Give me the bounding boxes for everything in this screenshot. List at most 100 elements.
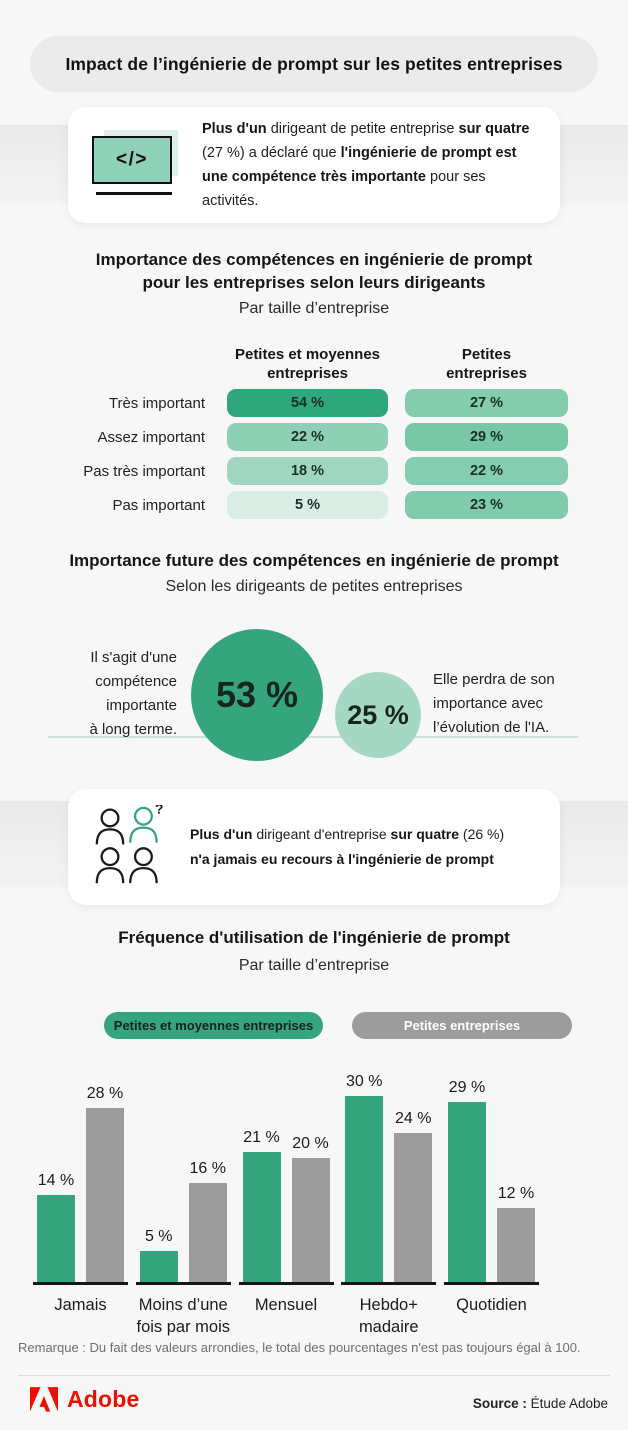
- callout-line: n'a jamais eu recours à l'ingénierie de …: [190, 847, 546, 872]
- table-cell-smb: 22 %: [227, 423, 388, 451]
- callout-card-never-used: ? Plus d'un dirigeant d'entreprise sur q…: [68, 789, 560, 905]
- bar-small: [394, 1133, 433, 1282]
- bar-small: [497, 1207, 535, 1282]
- category-label: Jamais: [54, 1296, 107, 1314]
- bar-value-label: 30 %: [346, 1073, 383, 1090]
- category-cell: Quotidien: [444, 1294, 539, 1338]
- callout-bold: n'a jamais eu recours à l'ingénierie de …: [190, 851, 494, 867]
- source-label: Source :: [472, 1396, 527, 1411]
- big-circle-53: 53 %: [191, 629, 323, 761]
- frequency-bar-chart: 14 % 28 % 5 % 16 % 21 % 20 % 30 %: [33, 1060, 539, 1285]
- question-mark-glyph: ?: [155, 805, 164, 817]
- small-circle-label: Elle perdra de son importance avec l’évo…: [433, 671, 555, 736]
- callout-regular: (26 %): [459, 826, 505, 842]
- rounding-note: Remarque : Du fait des valeurs arrondies…: [18, 1340, 581, 1355]
- bar-group-mensuel: 21 % 20 %: [238, 1128, 334, 1285]
- bar-column: 29 %: [448, 1079, 486, 1282]
- bar-small: [86, 1108, 124, 1282]
- category-label: Mensuel: [254, 1296, 318, 1314]
- bar-value-label: 29 %: [448, 1079, 486, 1097]
- category-labels: Jamais Moins d’une fois par mois Mensuel…: [33, 1294, 539, 1338]
- importance-table: Très important 54 % 27 % Assez important…: [0, 389, 628, 525]
- callout-bold: Plus d'un: [202, 121, 267, 137]
- bar-column: 16 %: [188, 1159, 227, 1282]
- proportional-circles-chart: Il s'agit d'une compétence importante à …: [0, 610, 628, 780]
- category-cell: Jamais: [33, 1294, 128, 1338]
- section-importance-title: Importance des compétences en ingénierie…: [95, 250, 533, 292]
- adobe-mark-icon: [30, 1387, 58, 1412]
- bar-small: [291, 1158, 330, 1282]
- legend-pill-small: Petites entreprises: [352, 1012, 572, 1039]
- bar-column: 24 %: [394, 1110, 433, 1282]
- callout-regular: dirigeant de petite entreprise: [266, 121, 459, 137]
- bar-small: [188, 1182, 227, 1282]
- category-label: Moins d’une fois par mois: [136, 1296, 231, 1336]
- person-icon: [129, 847, 158, 884]
- table-row: Assez important 22 % 29 %: [0, 423, 628, 451]
- person-icon: [95, 847, 125, 884]
- bar-smb: [139, 1251, 178, 1282]
- section-future-title: Importance future des compétences en ing…: [69, 551, 559, 570]
- person-question-icon: [129, 806, 158, 843]
- big-circle-value: 53 %: [215, 674, 299, 715]
- people-group-icon: ?: [95, 805, 164, 884]
- code-icon-glyph: </>: [116, 149, 148, 170]
- row-label: Pas très important: [83, 462, 205, 480]
- callout-regular: (27 %) a déclaré que: [202, 145, 341, 161]
- table-row: Pas très important 18 % 22 %: [0, 457, 628, 485]
- bar-column: 5 %: [139, 1228, 178, 1282]
- source-value: Étude Adobe: [526, 1396, 608, 1411]
- section-importance-subtitle: Par taille d’entreprise: [238, 300, 390, 317]
- bar-group-moins: 5 % 16 %: [135, 1159, 231, 1285]
- category-cell: Moins d’une fois par mois: [136, 1294, 231, 1338]
- callout-regular: pour ses activités.: [202, 169, 486, 209]
- callout-regular: dirigeant d'entreprise: [252, 826, 391, 842]
- bar-group-jamais: 14 % 28 %: [33, 1085, 128, 1285]
- row-label: Assez important: [97, 428, 205, 446]
- column-header-small: Petites entreprises: [446, 346, 527, 382]
- table-cell-small: 23 %: [405, 491, 568, 519]
- source-credit: Source : Étude Adobe: [473, 1396, 608, 1411]
- category-label: Hebdo+ madaire: [358, 1296, 419, 1336]
- small-circle-value: 25 %: [347, 699, 409, 730]
- page-title-text: Impact de l’ingénierie de prompt sur les…: [65, 53, 563, 74]
- callout-bold: sur quatre: [390, 826, 460, 842]
- bar-value-label: 12 %: [497, 1184, 535, 1202]
- section-frequency-subtitle: Par taille d’entreprise: [238, 957, 390, 974]
- bar-group-quotidien: 29 % 12 %: [444, 1079, 539, 1285]
- code-icon: </>: [90, 130, 182, 200]
- section-future-subtitle: Selon les dirigeants de petites entrepri…: [165, 578, 463, 595]
- bar-value-label: 21 %: [243, 1128, 280, 1146]
- callout-bold: l'ingénierie de prompt est une compétenc…: [202, 145, 517, 185]
- footer-divider: [18, 1375, 610, 1376]
- bar-column: 30 %: [345, 1073, 384, 1282]
- callout-bold: Plus d'un: [190, 826, 253, 842]
- legend-pill-smb: Petites et moyennes entreprises: [104, 1012, 323, 1039]
- bar-value-label: 14 %: [37, 1172, 75, 1190]
- bar-column: 14 %: [37, 1172, 75, 1282]
- section-frequency-title: Fréquence d'utilisation de l'ingénierie …: [118, 928, 510, 947]
- page-title: Impact de l’ingénierie de prompt sur les…: [30, 36, 598, 92]
- big-circle-label: Il s'agit d'une compétence importante à …: [89, 649, 177, 738]
- bar-value-label: 24 %: [395, 1110, 432, 1128]
- bar-column: 12 %: [497, 1185, 535, 1282]
- row-label: Pas important: [112, 496, 205, 514]
- small-circle-25: 25 %: [335, 672, 421, 758]
- table-cell-smb: 5 %: [227, 491, 388, 519]
- baseline-rule: [48, 736, 578, 738]
- bar-group-hebdomadaire: 30 % 24 %: [341, 1073, 437, 1285]
- bar-column: 28 %: [86, 1085, 124, 1282]
- callout-text: Plus d'un dirigeant d'entreprise sur qua…: [190, 822, 546, 872]
- person-icon: [95, 808, 125, 845]
- bar-smb: [448, 1102, 486, 1282]
- adobe-wordmark: Adobe: [67, 1386, 140, 1412]
- table-cell-small: 27 %: [405, 389, 568, 417]
- bar-value-label: 16 %: [189, 1159, 226, 1177]
- table-cell-smb: 54 %: [227, 389, 388, 417]
- category-cell: Mensuel: [239, 1294, 334, 1338]
- callout-line: Plus d'un dirigeant d'entreprise sur qua…: [190, 822, 546, 847]
- bar-value-label: 5 %: [144, 1228, 173, 1245]
- bar-value-label: 28 %: [86, 1085, 124, 1103]
- table-row: Très important 54 % 27 %: [0, 389, 628, 417]
- adobe-logo: Adobe: [30, 1386, 140, 1413]
